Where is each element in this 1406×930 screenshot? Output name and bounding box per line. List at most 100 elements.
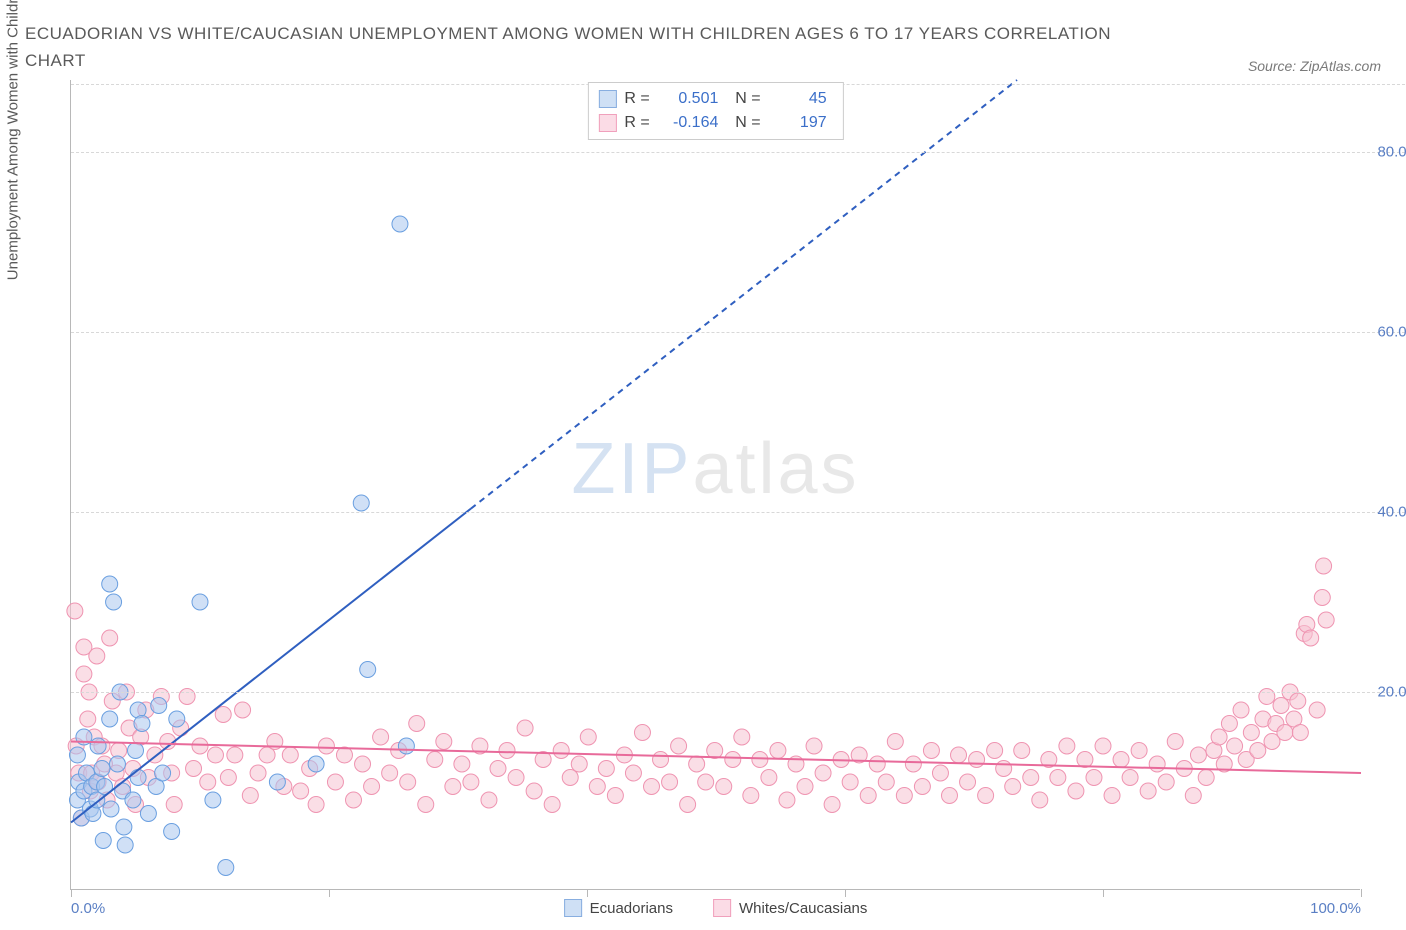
data-point	[102, 711, 118, 727]
data-point	[1032, 792, 1048, 808]
data-point	[398, 738, 414, 754]
x-tick-label: 100.0%	[1310, 900, 1361, 917]
data-point	[215, 707, 231, 723]
data-point	[1023, 770, 1039, 786]
data-point	[454, 756, 470, 772]
gridline	[71, 332, 1406, 333]
data-point	[860, 788, 876, 804]
trend-line	[471, 80, 1017, 509]
data-point	[842, 774, 858, 790]
data-point	[418, 797, 434, 813]
data-point	[1122, 770, 1138, 786]
data-point	[508, 770, 524, 786]
swatch-whites	[598, 114, 616, 132]
y-axis-label: Unemployment Among Women with Children A…	[5, 0, 22, 281]
y-tick-label: 60.0%	[1377, 324, 1406, 341]
chart-title: ECUADORIAN VS WHITE/CAUCASIAN UNEMPLOYME…	[25, 20, 1125, 74]
source-credit: Source: ZipAtlas.com	[1248, 58, 1381, 74]
data-point	[996, 761, 1012, 777]
correlation-row-2: R = -0.164 N = 197	[598, 111, 826, 135]
data-point	[499, 743, 515, 759]
data-point	[1095, 738, 1111, 754]
data-point	[1149, 756, 1165, 772]
data-point	[373, 729, 389, 745]
data-point	[227, 747, 243, 763]
data-point	[941, 788, 957, 804]
data-point	[1068, 783, 1084, 799]
data-point	[308, 756, 324, 772]
data-point	[580, 729, 596, 745]
data-point	[269, 774, 285, 790]
y-tick-label: 80.0%	[1377, 144, 1406, 161]
data-point	[67, 603, 83, 619]
data-point	[770, 743, 786, 759]
data-point	[824, 797, 840, 813]
data-point	[914, 779, 930, 795]
data-point	[336, 747, 352, 763]
data-point	[896, 788, 912, 804]
data-point	[923, 743, 939, 759]
x-tick	[329, 889, 330, 897]
data-point	[517, 720, 533, 736]
data-point	[463, 774, 479, 790]
data-point	[1277, 725, 1293, 741]
legend-item-whites: Whites/Caucasians	[713, 899, 867, 917]
data-point	[689, 756, 705, 772]
data-point	[1233, 702, 1249, 718]
data-point	[1198, 770, 1214, 786]
data-point	[220, 770, 236, 786]
data-point	[308, 797, 324, 813]
x-tick	[1103, 889, 1104, 897]
data-point	[400, 774, 416, 790]
data-point	[1309, 702, 1325, 718]
data-point	[102, 630, 118, 646]
data-point	[1243, 725, 1259, 741]
gridline	[71, 152, 1406, 153]
data-point	[1140, 783, 1156, 799]
data-point	[969, 752, 985, 768]
data-point	[1211, 729, 1227, 745]
correlation-row-1: R = 0.501 N = 45	[598, 87, 826, 111]
data-point	[815, 765, 831, 781]
data-point	[1185, 788, 1201, 804]
data-point	[671, 738, 687, 754]
data-point	[662, 774, 678, 790]
data-point	[125, 792, 141, 808]
data-point	[644, 779, 660, 795]
data-point	[905, 756, 921, 772]
data-point	[1059, 738, 1075, 754]
data-point	[235, 702, 251, 718]
data-point	[1250, 743, 1266, 759]
data-point	[544, 797, 560, 813]
data-point	[960, 774, 976, 790]
chart-container: Unemployment Among Women with Children A…	[25, 80, 1381, 890]
data-point	[427, 752, 443, 768]
x-tick	[71, 889, 72, 897]
data-point	[155, 765, 171, 781]
data-point	[218, 860, 234, 876]
data-point	[205, 792, 221, 808]
legend-label: Ecuadorians	[590, 900, 673, 917]
data-point	[140, 806, 156, 822]
r-value-2: -0.164	[660, 111, 718, 135]
data-point	[1113, 752, 1129, 768]
data-point	[80, 711, 96, 727]
data-point	[318, 738, 334, 754]
data-point	[436, 734, 452, 750]
data-point	[445, 779, 461, 795]
legend-label: Whites/Caucasians	[739, 900, 867, 917]
data-point	[102, 576, 118, 592]
data-point	[1273, 698, 1289, 714]
n-value-1: 45	[769, 87, 827, 111]
data-point	[392, 216, 408, 232]
data-point	[282, 747, 298, 763]
data-point	[1014, 743, 1030, 759]
data-point	[103, 801, 119, 817]
data-point	[130, 770, 146, 786]
data-point	[1221, 716, 1237, 732]
data-point	[734, 729, 750, 745]
data-point	[1158, 774, 1174, 790]
data-point	[1131, 743, 1147, 759]
data-point	[752, 752, 768, 768]
data-point	[192, 594, 208, 610]
